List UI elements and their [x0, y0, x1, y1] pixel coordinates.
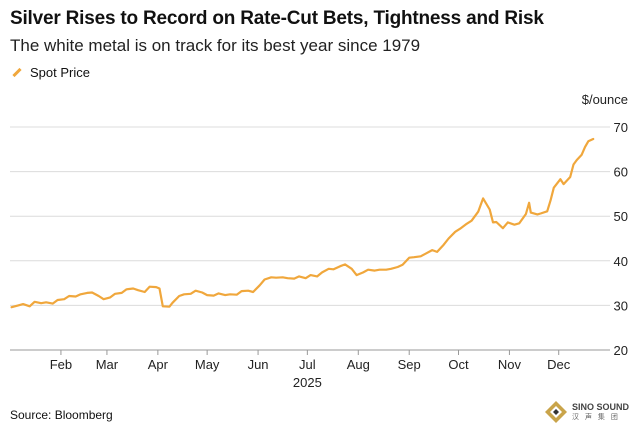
x-axis-year-label: 2025 [293, 375, 322, 390]
y-tick-label-40: 40 [614, 254, 628, 269]
x-tick-label-mar: Mar [96, 357, 119, 372]
series-line-spot-price [10, 137, 595, 309]
y-tick-label-50: 50 [614, 209, 628, 224]
x-tick-label-nov: Nov [498, 357, 522, 372]
legend-label-spot-price: Spot Price [30, 65, 90, 80]
x-tick-label-may: May [195, 357, 220, 372]
diamond-logo-icon [545, 401, 567, 423]
y-tick-label-70: 70 [614, 120, 628, 135]
legend: Spot Price [10, 65, 90, 80]
logo-name: SINO SOUND [572, 402, 630, 412]
x-tick-label-feb: Feb [50, 357, 72, 372]
y-axis-unit-label: $/ounce [581, 92, 628, 107]
logo-subtitle: 汉 声 集 团 [572, 414, 620, 421]
y-tick-label-20: 20 [614, 343, 628, 358]
source-note: Source: Bloomberg [10, 408, 113, 422]
x-tick-label-dec: Dec [547, 357, 571, 372]
x-tick-label-apr: Apr [148, 357, 169, 372]
y-tick-label-30: 30 [614, 298, 628, 313]
chart-subtitle: The white metal is on track for its best… [10, 36, 421, 55]
chart-title: Silver Rises to Record on Rate-Cut Bets,… [10, 8, 544, 29]
y-tick-label-60: 60 [614, 165, 628, 180]
x-tick-label-oct: Oct [448, 357, 469, 372]
x-tick-label-jun: Jun [248, 357, 269, 372]
sino-sound-logo: SINO SOUND 汉 声 集 团 [544, 400, 629, 424]
x-tick-label-sep: Sep [398, 357, 421, 372]
x-tick-label-jul: Jul [299, 357, 316, 372]
x-tick-label-aug: Aug [347, 357, 370, 372]
